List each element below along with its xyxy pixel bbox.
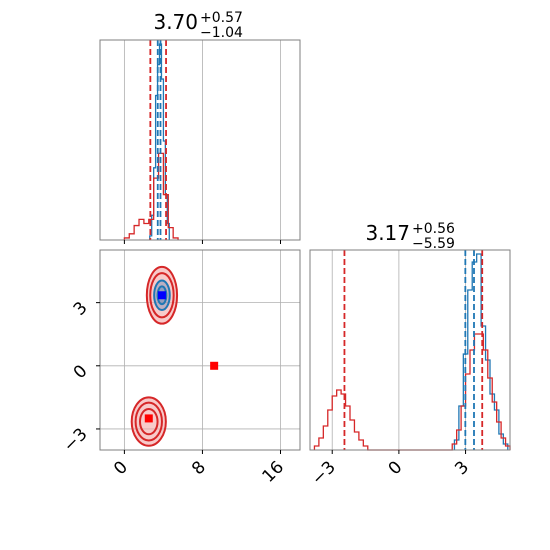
y-tick-label: −3 xyxy=(60,424,92,456)
grid xyxy=(100,250,300,450)
histogram-step xyxy=(123,152,179,240)
panel-frame xyxy=(99,249,301,451)
panel-frame xyxy=(309,249,511,451)
title-lower-error: −5.59 xyxy=(412,236,455,252)
title-value: 3.70 xyxy=(153,10,198,34)
marker-square xyxy=(210,361,219,370)
x-tick-label: 0 xyxy=(385,457,407,479)
x-tick-label: −3 xyxy=(308,457,340,489)
y-ticks: −3 0 3 xyxy=(60,298,100,456)
panel-frame xyxy=(99,39,301,241)
joint-distribution-panel: 0 8 16 −3 0 3 xyxy=(60,249,301,487)
x-ticks xyxy=(123,240,281,244)
y-tick-label: 3 xyxy=(70,298,92,320)
title-upper-error: +0.57 xyxy=(200,10,243,26)
x-ticks: −3 0 3 xyxy=(308,450,473,489)
quantile-lines xyxy=(343,250,484,450)
density-contours xyxy=(130,265,179,447)
marginal-histogram-param2: −3 0 3 3.17 +0.56 −5.59 xyxy=(308,221,511,489)
x-tick-label: 3 xyxy=(451,457,473,479)
marginal-histogram-param1: 3.70 +0.57 −1.04 xyxy=(99,10,301,244)
quantile-lines xyxy=(149,40,167,240)
marker-square xyxy=(144,414,153,423)
density-contour xyxy=(145,265,179,325)
markers xyxy=(144,291,219,423)
title-value: 3.17 xyxy=(365,221,410,245)
density-contour xyxy=(130,396,167,447)
density-contour xyxy=(149,272,175,319)
grid xyxy=(123,40,281,240)
x-ticks: 0 8 16 xyxy=(110,450,288,487)
marker-square xyxy=(157,291,166,300)
density-contour xyxy=(134,401,163,442)
y-tick-label: 0 xyxy=(70,361,92,383)
panel-title: 3.17 xyxy=(365,221,410,245)
histogram-step xyxy=(453,253,509,450)
x-tick-label: 0 xyxy=(110,457,132,479)
x-tick-label: 16 xyxy=(259,457,288,486)
x-tick-label: 8 xyxy=(188,457,210,479)
density-contour xyxy=(139,407,159,436)
title-lower-error: −1.04 xyxy=(200,25,243,41)
panel-title: 3.70 xyxy=(153,10,198,34)
title-upper-error: +0.56 xyxy=(412,221,455,237)
